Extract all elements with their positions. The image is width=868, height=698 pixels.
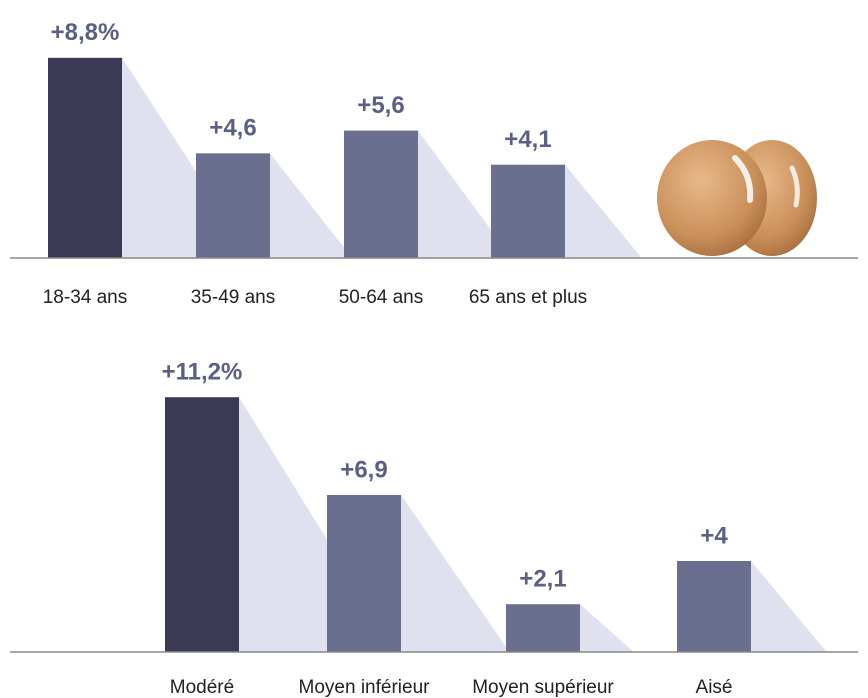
value-label: +2,1 <box>519 566 566 593</box>
bar <box>677 561 751 652</box>
bar <box>165 397 239 652</box>
x-tick-label: Aisé <box>696 677 733 698</box>
value-label: +8,8% <box>51 19 120 46</box>
bar-shadow <box>270 153 353 258</box>
bar-shadow <box>580 604 634 652</box>
value-label: +4,1 <box>504 126 551 153</box>
value-label: +6,9 <box>340 456 387 483</box>
bar-shadow <box>418 130 512 258</box>
x-tick-label: 65 ans et plus <box>469 287 587 308</box>
bar <box>344 130 418 258</box>
x-tick-label: 50-64 ans <box>339 287 424 308</box>
x-tick-label: 18-34 ans <box>43 287 128 308</box>
bar <box>196 153 270 258</box>
x-tick-label: Modéré <box>170 677 234 698</box>
value-label: +4,6 <box>209 115 256 142</box>
value-label: +5,6 <box>357 92 404 119</box>
bar <box>491 164 565 258</box>
bar-shadow <box>122 57 253 258</box>
x-tick-label: Moyen supérieur <box>472 677 614 698</box>
value-label: +11,2% <box>162 359 243 386</box>
bar-shadow <box>401 495 510 652</box>
x-tick-label: Moyen inférieur <box>299 677 431 698</box>
bar-shadow <box>565 164 642 258</box>
eggs-illustration <box>657 140 817 256</box>
bar <box>506 604 580 652</box>
x-tick-label: 35-49 ans <box>191 287 276 308</box>
bar <box>48 57 122 258</box>
value-label: +4 <box>700 522 728 549</box>
bar-shadow <box>751 561 827 652</box>
bar <box>327 495 401 652</box>
